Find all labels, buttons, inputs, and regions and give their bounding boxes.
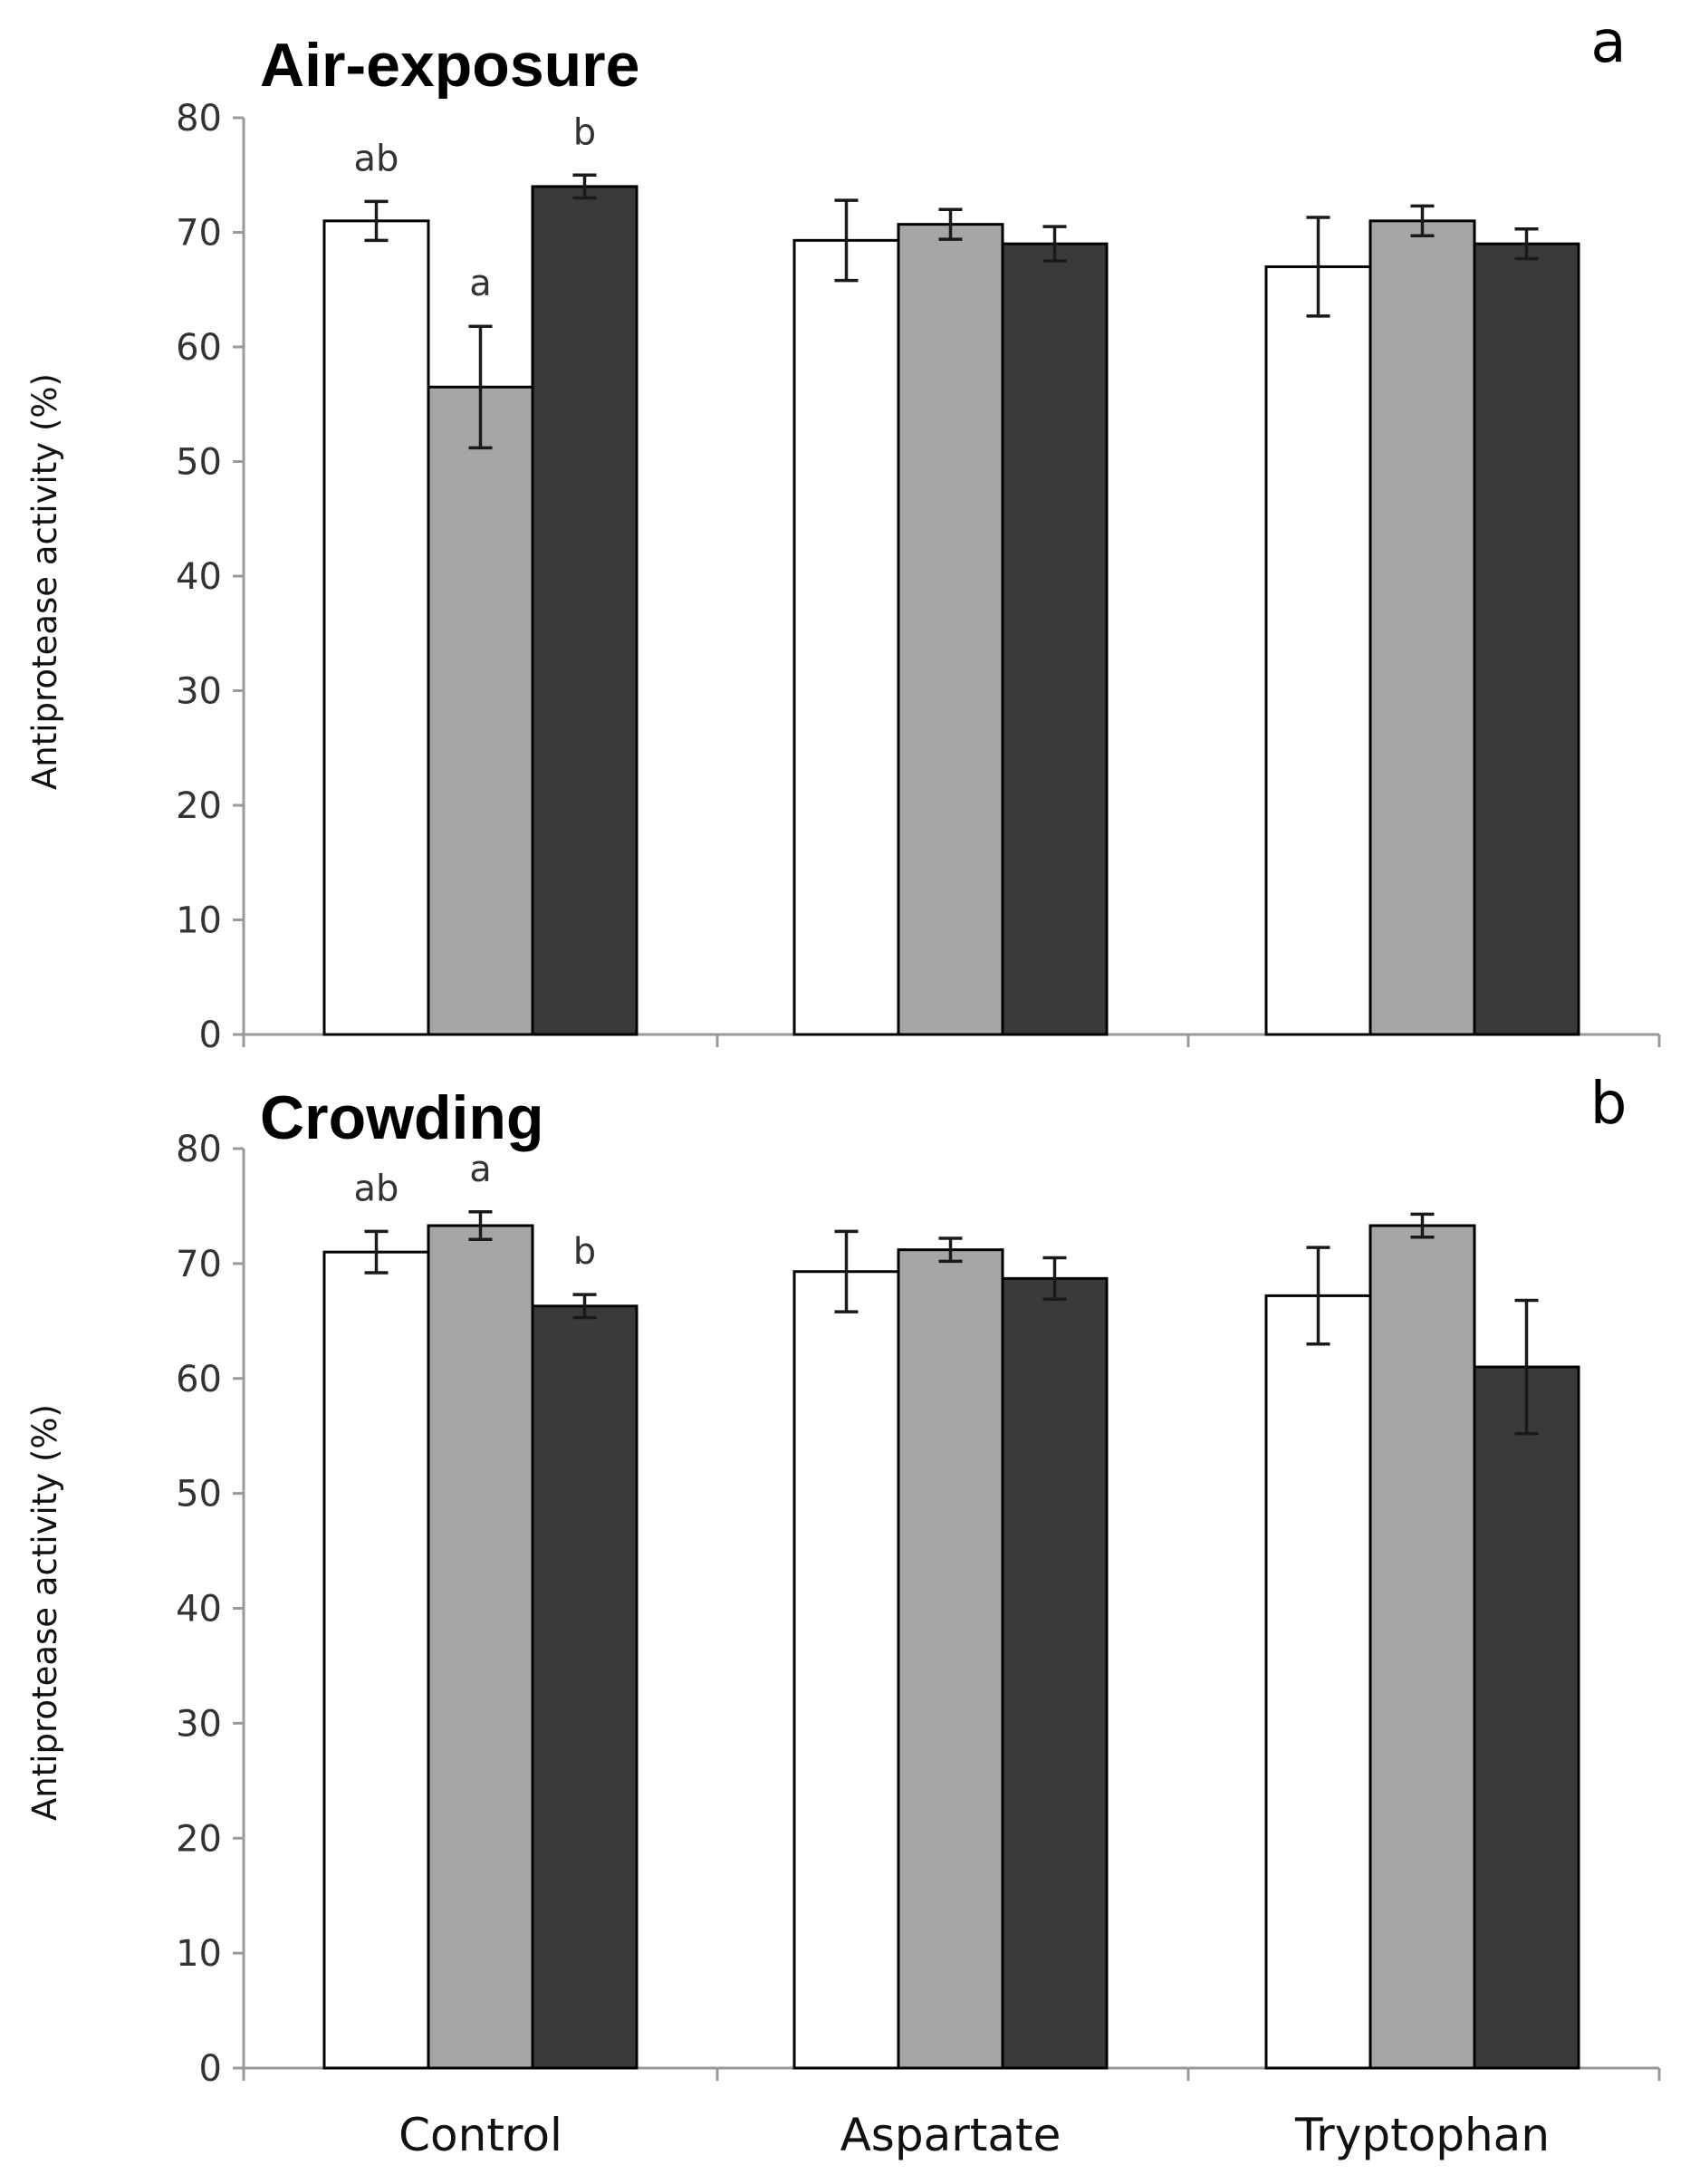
y-tick-label: 70 <box>176 213 222 255</box>
bar-control-series-1 <box>322 219 430 1036</box>
bar-aspartate-series-2 <box>897 1248 1004 2070</box>
y-tick-label: 80 <box>176 98 222 140</box>
chart-panel-b: Crowding b Antiprotease activity (%) 0 10 20 3… <box>25 1071 1661 2161</box>
significance-label: a <box>469 263 492 304</box>
y-tick-label: 0 <box>199 2048 222 2090</box>
significance-label: ab <box>354 1168 399 1209</box>
y-tick-label: 50 <box>176 442 222 484</box>
significance-label: b <box>573 1231 596 1273</box>
bar-control-series-2 <box>427 1224 534 2070</box>
bar-aspartate-series-2 <box>897 223 1004 1036</box>
significance-label: b <box>573 111 596 153</box>
bar-aspartate-series-3 <box>1001 1276 1109 2070</box>
y-axis-label: Antiprotease activity (%) <box>25 373 64 790</box>
bar-tryptophan-series-1 <box>1264 265 1372 1036</box>
x-tick-label: Tryptophan <box>1294 2109 1550 2161</box>
y-tick-label: 0 <box>199 1015 222 1056</box>
bar-control-series-3 <box>531 1304 639 2070</box>
significance-label: a <box>469 1149 492 1190</box>
y-tick-label: 20 <box>176 1818 222 1860</box>
bar-tryptophan-series-3 <box>1473 1365 1580 2070</box>
y-tick-label: 30 <box>176 1703 222 1745</box>
panel-letter: b <box>1590 1071 1628 1138</box>
x-tick-label: Aspartate <box>840 2109 1061 2161</box>
chart-panel-a: Air-exposure a Antiprotease activity (%) 0 1… <box>25 9 1661 1056</box>
bar-control-series-1 <box>322 1250 430 2070</box>
y-tick-label: 80 <box>176 1129 222 1170</box>
bar-tryptophan-series-2 <box>1368 219 1476 1036</box>
bar-control-series-3 <box>531 185 639 1036</box>
y-tick-label: 30 <box>176 671 222 713</box>
y-tick-label: 40 <box>176 556 222 598</box>
y-tick-label: 70 <box>176 1244 222 1285</box>
chart-title: Air-exposure <box>260 31 639 100</box>
bar-tryptophan-series-1 <box>1264 1294 1372 2070</box>
bar-aspartate-series-1 <box>792 238 900 1036</box>
x-tick-label: Control <box>398 2109 562 2161</box>
chart-title: Crowding <box>260 1083 544 1152</box>
significance-label: ab <box>354 138 399 179</box>
y-tick-label: 50 <box>176 1474 222 1515</box>
y-tick-label: 10 <box>176 900 222 942</box>
bar-aspartate-series-1 <box>792 1270 900 2070</box>
y-tick-label: 20 <box>176 785 222 827</box>
panel-letter: a <box>1590 9 1626 76</box>
y-axis-label: Antiprotease activity (%) <box>25 1404 64 1821</box>
y-tick-label: 60 <box>176 327 222 369</box>
bar-tryptophan-series-2 <box>1368 1224 1476 2070</box>
bar-control-series-2 <box>427 385 534 1036</box>
bar-aspartate-series-3 <box>1001 242 1109 1036</box>
y-tick-label: 60 <box>176 1359 222 1400</box>
bar-tryptophan-series-3 <box>1473 242 1580 1036</box>
y-tick-label: 10 <box>176 1933 222 1975</box>
y-tick-label: 40 <box>176 1589 222 1631</box>
